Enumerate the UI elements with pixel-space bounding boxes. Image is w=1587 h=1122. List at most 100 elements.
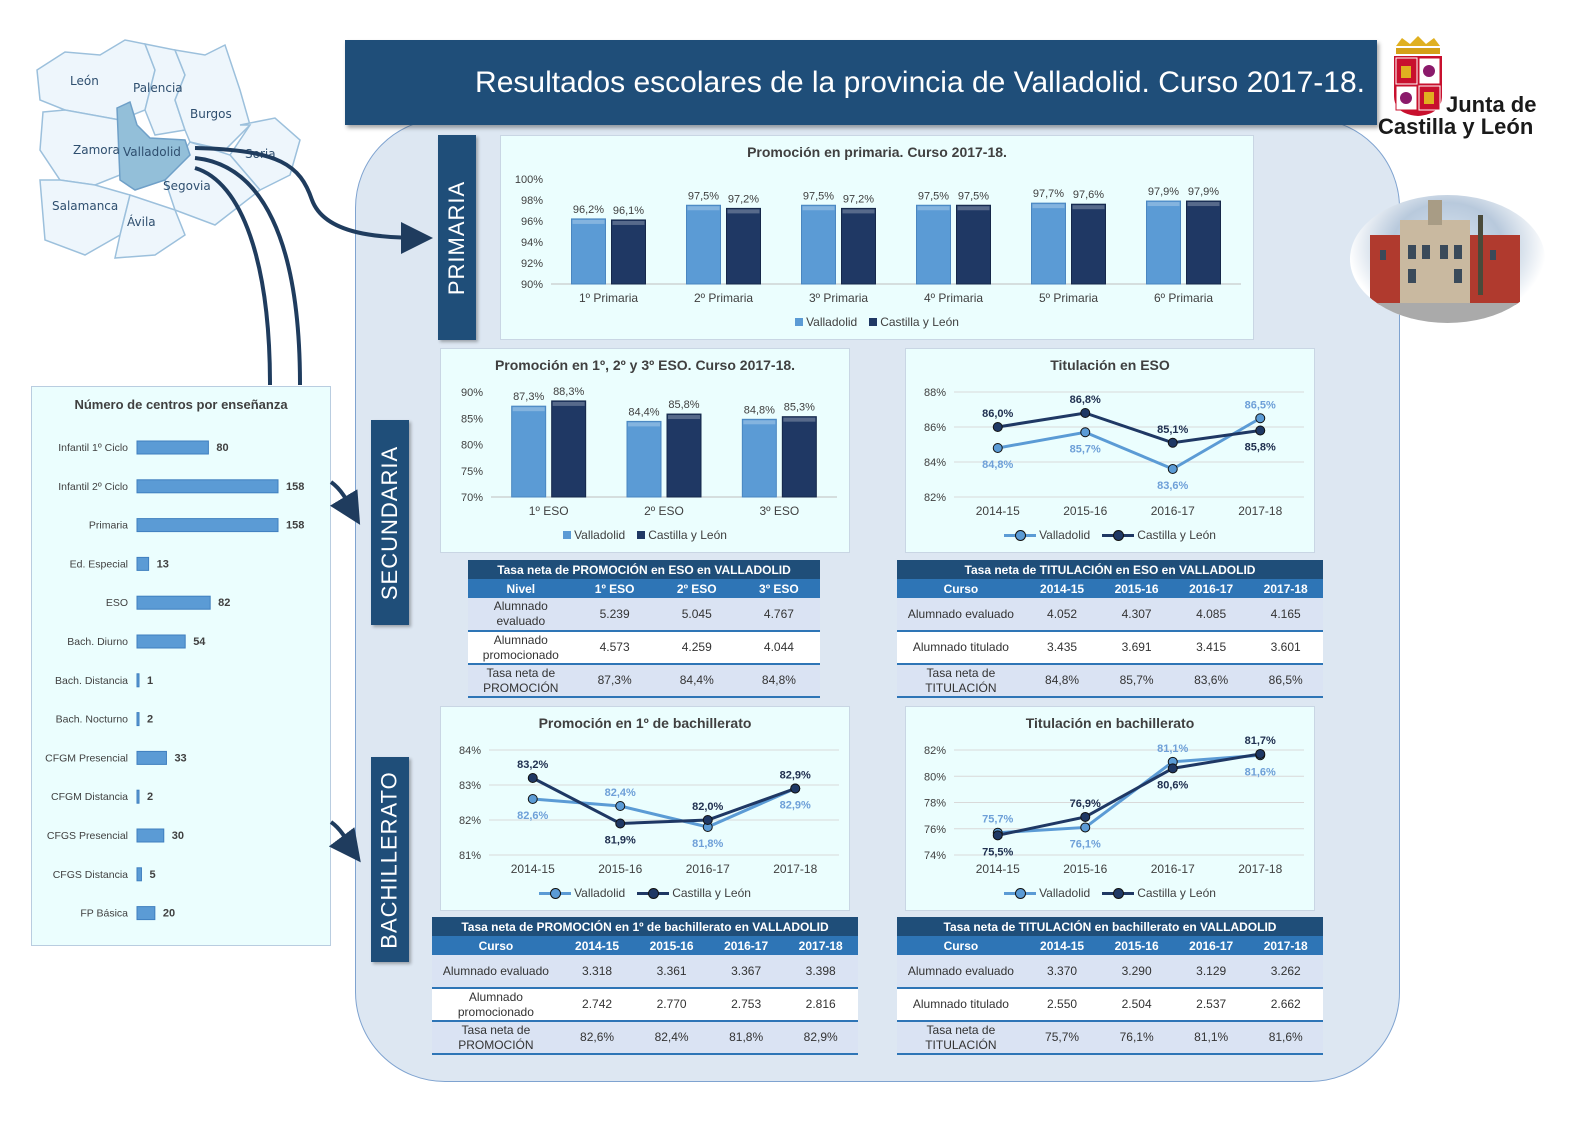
table-cell: 5.045 — [655, 598, 738, 632]
row-header: Alumnado titulado — [897, 631, 1025, 665]
data-label: 88,3% — [553, 386, 584, 398]
data-point — [1080, 427, 1091, 438]
table-cell: 3.367 — [708, 955, 784, 989]
data-label: 83,2% — [517, 759, 548, 771]
legend-item: Valladolid — [1004, 528, 1090, 542]
y-tick-label: 90% — [461, 387, 483, 399]
row-header: Alumnado promocionado — [432, 988, 560, 1022]
bar-highlight — [743, 420, 776, 425]
table-row: Alumnado promocionado 2.742 2.770 2.753 2.81… — [432, 988, 858, 1022]
legend-label: Castilla y León — [1137, 886, 1216, 900]
data-point — [992, 422, 1003, 432]
data-point — [527, 794, 538, 804]
table-cell: 3.435 — [1024, 631, 1100, 665]
legend-label: Valladolid — [1039, 886, 1091, 900]
castilla-y-leon-map: León Palencia Burgos Zamora Valladolid S… — [36, 39, 301, 259]
y-tick-label: 75% — [461, 466, 483, 478]
valladolid-photo — [1350, 195, 1545, 323]
data-point — [615, 818, 626, 829]
data-label: 97,2% — [728, 193, 759, 205]
data-label: 86,8% — [1070, 394, 1101, 406]
table-cell: 4.052 — [1024, 598, 1100, 632]
x-tick-label: 2014-15 — [976, 504, 1020, 518]
table-cell: 2.816 — [783, 988, 858, 1022]
bar — [136, 595, 211, 610]
bar — [136, 634, 186, 649]
category-label: CFGS Presencial — [47, 830, 128, 842]
row-header: Alumnado promocionado — [468, 631, 574, 665]
table-cell: 5.239 — [573, 598, 656, 632]
data-label: 76,9% — [1070, 798, 1101, 810]
table-cell: 3.370 — [1024, 955, 1100, 989]
column-header: 2015-16 — [1099, 579, 1174, 598]
legend-swatch — [1004, 888, 1037, 899]
legend-swatch — [1102, 530, 1135, 541]
bar — [136, 712, 140, 727]
data-label: 96,2% — [573, 204, 604, 216]
chart-legend: Valladolid Castilla y León — [441, 528, 849, 542]
data-label: 81,6% — [1245, 766, 1276, 778]
legend-item: Castilla y León — [637, 528, 727, 542]
x-tick-label: 2016-17 — [686, 862, 730, 876]
y-tick-label: 82% — [924, 745, 946, 757]
chart-title: Titulación en ESO — [1050, 357, 1170, 373]
x-tick-label: 2015-16 — [1063, 862, 1107, 876]
data-label: 84,8% — [982, 459, 1013, 471]
y-tick-label: 86% — [924, 422, 946, 434]
category-label: FP Básica — [80, 908, 128, 920]
column-header: 3º ESO — [737, 579, 820, 598]
chart-legend: Valladolid Castilla y León — [441, 886, 849, 901]
legend-item: Valladolid — [563, 528, 625, 542]
x-tick-label: 2017-18 — [1238, 504, 1282, 518]
logo-text-line2: Castilla y León — [1378, 114, 1534, 139]
table-cell: 81,8% — [708, 1021, 784, 1055]
legend-swatch — [795, 318, 804, 326]
column-header: 2015-16 — [1099, 936, 1174, 955]
bar-valladolid — [1031, 202, 1066, 285]
bar-highlight — [1032, 204, 1065, 209]
bar-castilla-y-leon — [1071, 203, 1106, 285]
data-point — [1167, 763, 1178, 774]
map-label-leon: León — [70, 74, 99, 88]
row-header: Tasa neta de PROMOCIÓN — [432, 1021, 560, 1055]
row-header: Tasa neta de TITULACIÓN — [897, 664, 1025, 698]
category-label: CFGM Presencial — [45, 752, 128, 764]
legend-label: Castilla y León — [672, 886, 751, 900]
bar — [136, 673, 140, 688]
data-label: 75,5% — [982, 846, 1013, 858]
y-tick-label: 83% — [459, 780, 481, 792]
data-label: 97,9% — [1148, 186, 1179, 198]
row-header: Tasa neta de TITULACIÓN — [897, 1021, 1025, 1055]
data-label: 97,6% — [1073, 189, 1104, 201]
data-point — [992, 830, 1003, 841]
bar-highlight — [802, 206, 835, 211]
y-tick-label: 80% — [461, 440, 483, 452]
category-label: CFGM Distancia — [51, 791, 128, 803]
x-tick-label: 2015-16 — [598, 862, 642, 876]
table-row: Alumnado evaluado 3.318 3.361 3.367 3.398 — [432, 955, 858, 989]
bar-highlight — [572, 219, 605, 224]
data-label: 158 — [286, 520, 304, 532]
category-label: Bach. Diurno — [67, 636, 128, 648]
chart-legend: Valladolid Castilla y León — [906, 886, 1314, 901]
chart-promocion-eso: 70% 75% 80% 85% 90% 87,3% 88,3% 1º ESO 84,4% 85,8… — [440, 348, 850, 553]
table-cell: 4.307 — [1099, 598, 1174, 632]
row-header: Tasa neta de PROMOCIÓN — [468, 664, 574, 698]
y-tick-label: 96% — [521, 216, 543, 228]
table-cell: 76,1% — [1099, 1021, 1174, 1055]
data-label: 82,4% — [605, 787, 636, 799]
y-tick-label: 80% — [924, 771, 946, 783]
table-row: Alumnado evaluado 3.370 3.290 3.129 3.262 — [897, 955, 1323, 989]
junta-logo: Junta de Castilla y León — [1378, 36, 1553, 144]
bar-highlight — [783, 417, 816, 422]
y-tick-label: 82% — [459, 815, 481, 827]
map-label-burgos: Burgos — [190, 107, 232, 121]
table-cell: 3.290 — [1099, 955, 1174, 989]
chart-title: Titulación en bachillerato — [1025, 715, 1195, 731]
data-label: 75,7% — [982, 814, 1013, 826]
legend-label: Castilla y León — [1137, 528, 1216, 542]
column-header: 2016-17 — [1173, 579, 1249, 598]
table-cell: 81,1% — [1173, 1021, 1249, 1055]
row-header: Alumnado evaluado — [897, 598, 1025, 632]
bar-highlight — [628, 422, 660, 427]
